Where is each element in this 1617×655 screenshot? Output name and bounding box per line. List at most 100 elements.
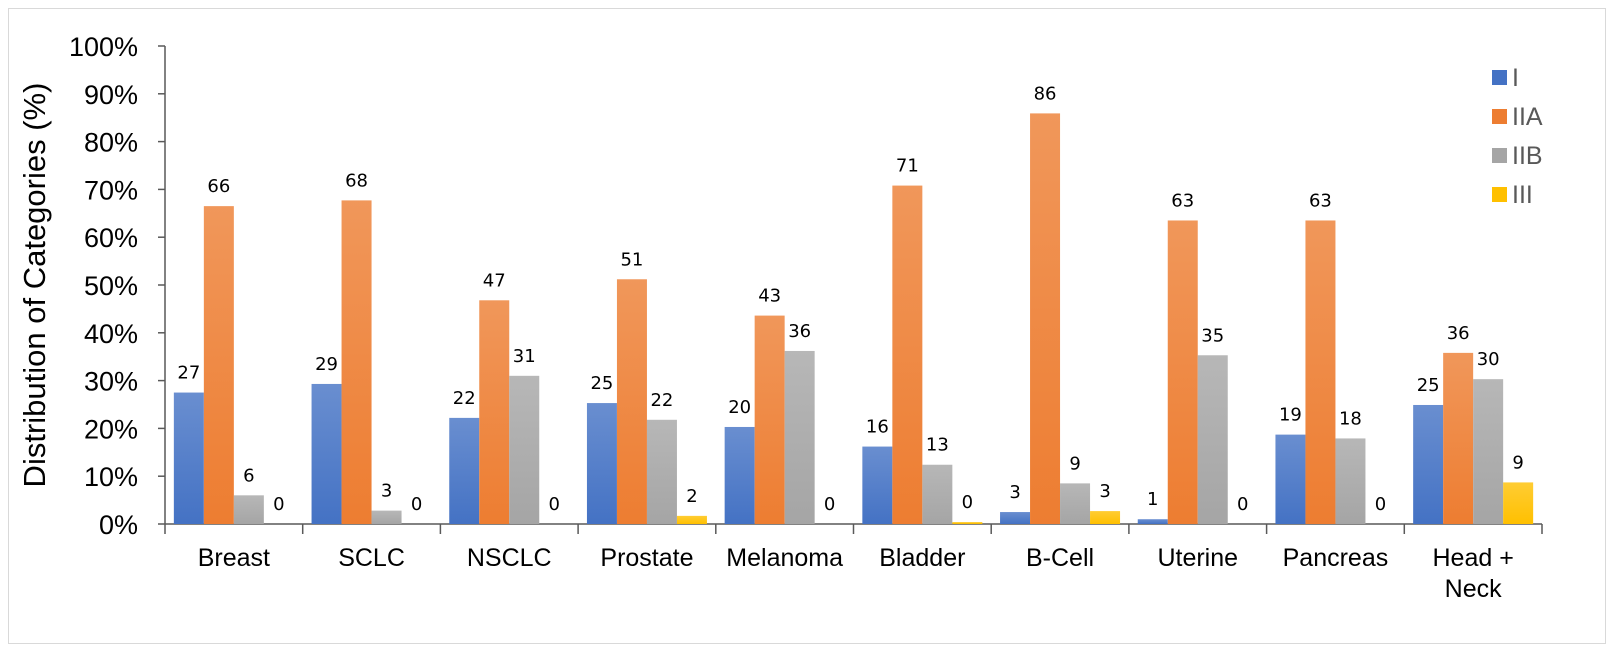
data-label: 0 <box>1237 494 1248 515</box>
bar-iib <box>1060 483 1091 524</box>
bar-i <box>1000 512 1031 524</box>
data-label: 27 <box>177 363 200 384</box>
data-label: 0 <box>1375 494 1386 515</box>
bar-iib <box>371 510 402 524</box>
data-label: 71 <box>896 156 919 177</box>
bar-iii <box>1503 482 1534 524</box>
data-label: 31 <box>513 346 536 367</box>
bar-iia <box>479 300 510 524</box>
bar-iia <box>892 185 923 525</box>
data-label: 16 <box>866 417 889 438</box>
legend-swatch <box>1492 148 1507 163</box>
data-label: 20 <box>728 397 751 418</box>
data-label: 47 <box>483 270 506 291</box>
bar-i <box>449 417 480 524</box>
category-label: Prostate <box>600 544 693 572</box>
y-tick-label: 50% <box>84 271 138 301</box>
data-label: 51 <box>620 249 643 270</box>
data-label: 25 <box>1417 375 1440 396</box>
data-label: 0 <box>962 492 973 513</box>
data-label: 68 <box>345 170 368 191</box>
data-label: 22 <box>453 388 476 409</box>
data-label: 25 <box>590 373 613 394</box>
category-label: B-Cell <box>1026 544 1094 572</box>
data-label: 6 <box>243 465 254 486</box>
bar-iii <box>1090 511 1121 524</box>
bar-iii <box>952 522 983 524</box>
data-label: 19 <box>1279 405 1302 426</box>
bar-i <box>1137 519 1168 524</box>
data-label: 0 <box>824 494 835 515</box>
bar-iib <box>509 375 540 524</box>
category-label: Breast <box>198 544 270 572</box>
bar-iib <box>1473 379 1504 524</box>
category-label: NSCLC <box>467 544 552 572</box>
y-tick-label: 90% <box>84 80 138 110</box>
data-label: 3 <box>1099 481 1110 502</box>
data-label: 29 <box>315 354 338 375</box>
data-label: 30 <box>1477 349 1500 370</box>
bar-iib <box>922 464 953 524</box>
data-label: 13 <box>926 435 949 456</box>
data-label: 36 <box>1447 323 1470 344</box>
y-tick-label: 80% <box>84 128 138 158</box>
y-tick-label: 40% <box>84 319 138 349</box>
data-label: 86 <box>1034 83 1057 104</box>
y-tick-label: 60% <box>84 223 138 253</box>
bar-i <box>586 403 617 524</box>
bar-i <box>724 426 755 524</box>
legend-swatch <box>1492 187 1507 202</box>
bar-i <box>1275 434 1306 524</box>
category-label: Head + Neck <box>1432 544 1513 603</box>
bar-iia <box>754 315 785 524</box>
bar-iib <box>233 495 264 524</box>
chart-frame <box>8 8 1606 644</box>
bar-iib <box>1197 355 1228 524</box>
data-label: 36 <box>788 321 811 342</box>
data-label: 43 <box>758 286 781 307</box>
category-label: Uterine <box>1157 544 1238 572</box>
y-tick-label: 0% <box>99 510 138 540</box>
legend-label: I <box>1512 64 1519 92</box>
bar-i <box>173 392 204 524</box>
bar-iib <box>784 350 815 524</box>
y-axis-title: Distribution of Categories (%) <box>17 83 52 488</box>
bar-iib <box>646 419 677 524</box>
bar-iia <box>1167 220 1198 524</box>
data-label: 3 <box>1009 482 1020 503</box>
data-label: 63 <box>1171 190 1194 211</box>
bar-iia <box>203 206 234 524</box>
bar-iia <box>1305 220 1336 524</box>
legend-swatch <box>1492 70 1507 85</box>
y-tick-label: 10% <box>84 462 138 492</box>
data-label: 66 <box>207 176 230 197</box>
legend-label: IIA <box>1512 103 1543 131</box>
data-label: 35 <box>1201 325 1224 346</box>
data-label: 63 <box>1309 190 1332 211</box>
category-label: Bladder <box>879 544 965 572</box>
category-label: Melanoma <box>726 544 843 572</box>
y-tick-label: 20% <box>84 414 138 444</box>
bar-iia <box>1030 113 1061 524</box>
legend-label: IIB <box>1512 142 1543 170</box>
data-label: 9 <box>1069 453 1080 474</box>
bar-i <box>862 446 893 524</box>
bar-i <box>311 383 342 524</box>
data-label: 0 <box>549 494 560 515</box>
bar-iib <box>1335 438 1366 524</box>
data-label: 3 <box>381 481 392 502</box>
category-label: SCLC <box>338 544 405 572</box>
category-label: Pancreas <box>1283 544 1389 572</box>
legend-label: III <box>1512 181 1533 209</box>
data-label: 1 <box>1147 489 1158 510</box>
bar-iia <box>616 279 647 524</box>
y-tick-label: 30% <box>84 367 138 397</box>
data-label: 2 <box>686 486 697 507</box>
data-label: 0 <box>273 494 284 515</box>
data-label: 18 <box>1339 408 1362 429</box>
legend-swatch <box>1492 109 1507 124</box>
data-label: 0 <box>411 494 422 515</box>
bar-iii <box>676 515 707 524</box>
bar-iia <box>1443 352 1474 524</box>
